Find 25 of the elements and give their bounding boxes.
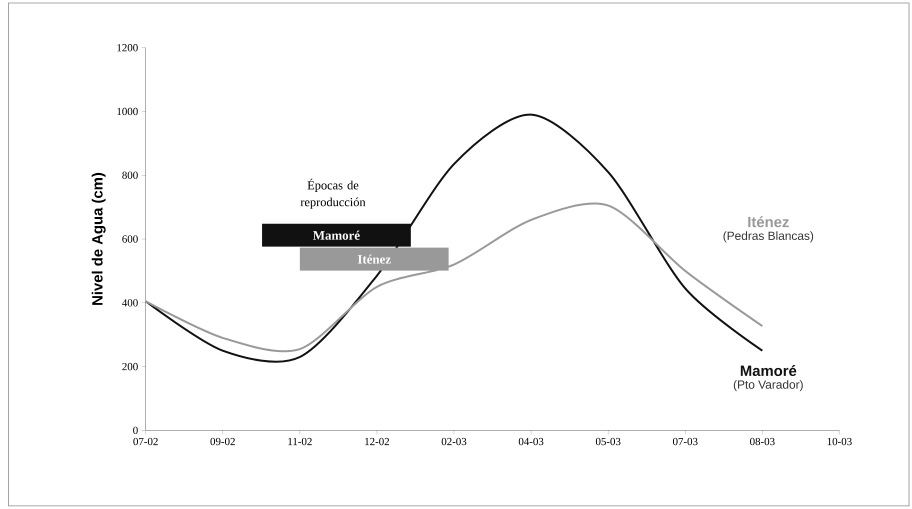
x-tick-label: 07-03 — [672, 438, 698, 446]
series-label: Mamoré — [740, 365, 796, 376]
annotation: (Pedras Blancas) — [723, 231, 814, 242]
x-tick-label: 04-03 — [518, 438, 544, 446]
y-tick-label: 400 — [122, 299, 138, 307]
y-tick-label: 600 — [122, 235, 138, 243]
x-tick-label: 12-02 — [365, 438, 390, 446]
x-tick-label: 11-02 — [288, 438, 312, 446]
x-tick-label: 07-02 — [133, 438, 158, 446]
y-tick-label: 0 — [133, 426, 138, 434]
y-tick-label: 800 — [122, 172, 138, 179]
x-tick-label: 05-03 — [596, 438, 620, 446]
x-tick-label: 09-02 — [210, 438, 235, 446]
y-tick-label: 1000 — [117, 108, 138, 116]
x-tick-label: 08-03 — [750, 438, 775, 446]
annotation: (Pto Varador) — [734, 380, 803, 392]
x-tick-label: 10-03 — [828, 438, 852, 446]
x-tick-label: 02-03 — [442, 438, 466, 446]
y-tick-label: 1200 — [117, 44, 138, 52]
y-axis-title: Nivel de Agua (cm) — [92, 172, 106, 305]
annotation: Épocas de reproducción — [300, 178, 366, 209]
text: Iténez — [748, 216, 789, 228]
annotation: Iténez — [358, 254, 391, 264]
y-tick-label: 200 — [122, 362, 138, 370]
annotation: Mamoré — [313, 230, 360, 240]
